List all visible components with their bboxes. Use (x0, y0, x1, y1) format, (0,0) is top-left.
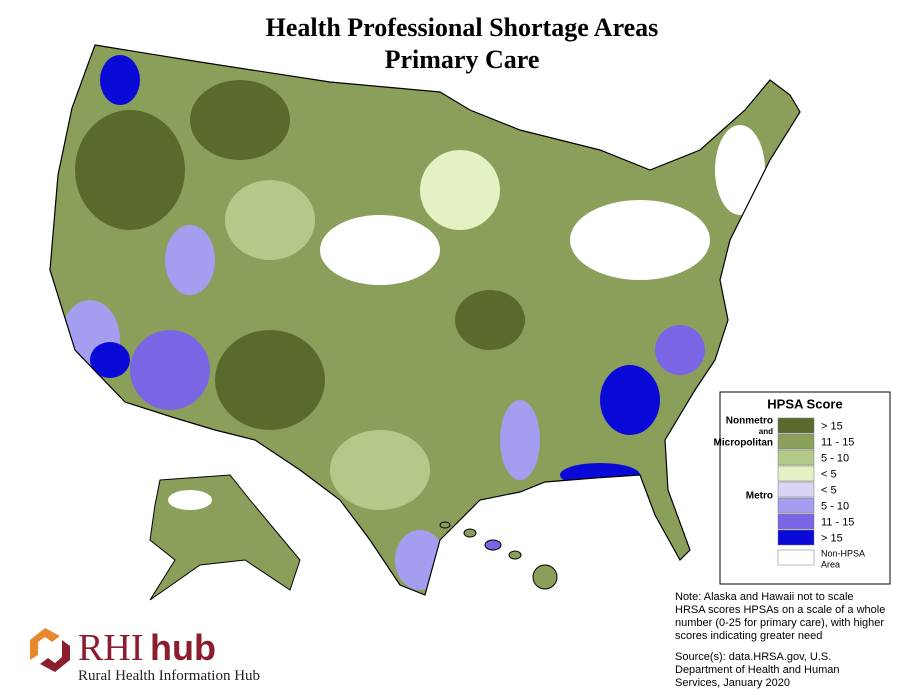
source: Source(s): data.HRSA.gov, U.S. Departmen… (675, 651, 839, 689)
legend-group-label: and (759, 427, 773, 436)
title-line: Primary Care (385, 45, 540, 74)
alaska (149, 474, 301, 601)
legend-swatch (777, 549, 815, 566)
region (225, 180, 315, 260)
region (330, 430, 430, 510)
legend: HPSA Score > 15 11 - 15 5 - 10 < 5 Nonmetroa… (714, 391, 891, 585)
source-line: Department of Health and Human (675, 664, 839, 676)
legend-label: < 5 (821, 468, 837, 480)
legend-group-label: Micropolitan (714, 438, 773, 449)
region (190, 80, 290, 160)
region (420, 150, 500, 230)
legend-swatch (777, 465, 815, 482)
region (320, 215, 440, 285)
logo-brand: hub (150, 627, 216, 668)
legend-group-label: Nonmetro (726, 416, 773, 427)
note-line: number (0-25 for primary care), with hig… (675, 617, 884, 629)
legend-label: > 15 (821, 532, 843, 544)
legend-label: 11 - 15 (821, 516, 854, 528)
legend-label: 5 - 10 (821, 500, 849, 512)
region (500, 400, 540, 480)
note-line: Note: Alaska and Hawaii not to scale (675, 591, 854, 603)
region (455, 290, 525, 350)
legend-group-label: Metro (746, 491, 773, 502)
region (168, 490, 212, 510)
legend-swatch (777, 497, 815, 514)
region (560, 463, 640, 487)
legend-label: Area (821, 559, 840, 569)
region (130, 330, 210, 410)
region (75, 110, 185, 230)
legend-swatch (777, 481, 815, 498)
logo: RHI hub Rural Health Information Hub (30, 627, 260, 684)
source-line: Source(s): data.HRSA.gov, U.S. (675, 651, 831, 663)
legend-label: 5 - 10 (821, 452, 849, 464)
note: Note: Alaska and Hawaii not to scale HRS… (675, 591, 885, 642)
us-outline (49, 44, 801, 596)
legend-swatch (777, 529, 815, 546)
legend-label: > 15 (821, 420, 843, 432)
title-line: Health Professional Shortage Areas (266, 13, 659, 42)
region (715, 125, 765, 215)
hawaii (439, 521, 558, 590)
legend-label: Non-HPSA (821, 548, 865, 558)
region (90, 342, 130, 378)
legend-swatch (777, 513, 815, 530)
region (655, 325, 705, 375)
region (570, 200, 710, 280)
legend-swatch (777, 433, 815, 450)
logo-mark (30, 628, 60, 660)
note-line: HRSA scores HPSAs on a scale of a whole (675, 604, 885, 616)
note-line: scores indicating greater need (675, 630, 822, 642)
region (215, 330, 325, 430)
legend-swatch (777, 449, 815, 466)
us-map (49, 44, 801, 601)
legend-label: 11 - 15 (821, 436, 854, 448)
region (100, 55, 140, 105)
region (395, 530, 445, 590)
legend-swatch (777, 417, 815, 434)
source-line: Services, January 2020 (675, 677, 790, 689)
logo-brand: RHI (78, 627, 143, 669)
region (165, 225, 215, 295)
region (600, 365, 660, 435)
legend-title: HPSA Score (767, 396, 842, 411)
legend-label: < 5 (821, 484, 837, 496)
logo-mark (40, 640, 70, 672)
logo-tagline: Rural Health Information Hub (78, 668, 260, 684)
